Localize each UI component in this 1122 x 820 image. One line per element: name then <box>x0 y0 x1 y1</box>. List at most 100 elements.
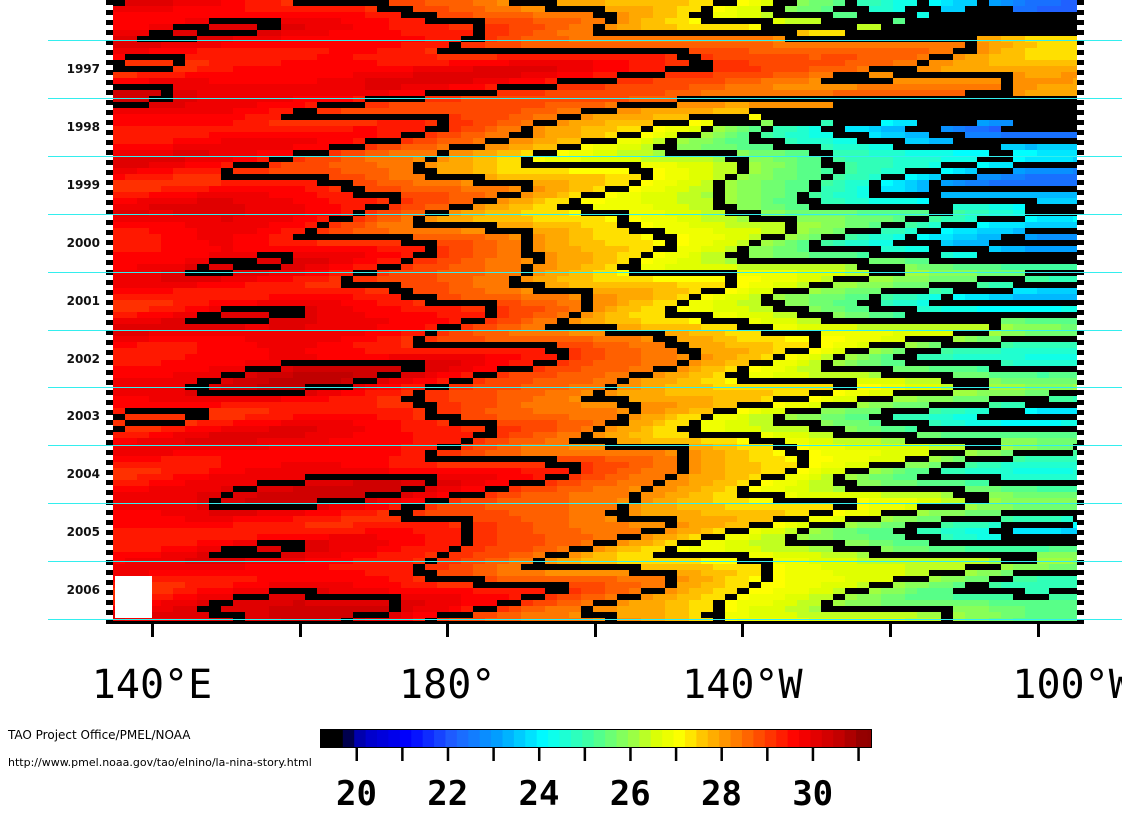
heatmap-cell <box>701 270 714 277</box>
heatmap-cell <box>833 102 846 109</box>
heatmap-cell <box>497 192 510 199</box>
heatmap-cell <box>905 18 918 25</box>
heatmap-cell <box>1025 282 1038 289</box>
heatmap-cell <box>905 168 918 175</box>
heatmap-cell <box>221 72 234 79</box>
heatmap-cell <box>137 330 150 337</box>
heatmap-cell <box>341 138 354 145</box>
heatmap-cell <box>881 66 894 73</box>
heatmap-cell <box>1037 6 1050 13</box>
heatmap-cell <box>473 78 486 85</box>
heatmap-cell <box>221 108 234 115</box>
heatmap-cell <box>449 270 462 277</box>
heatmap-cell <box>341 84 354 91</box>
heatmap-cell <box>857 318 870 325</box>
heatmap-cell <box>1049 252 1062 259</box>
heatmap-cell <box>521 156 534 163</box>
heatmap-cell <box>317 348 330 355</box>
heatmap-cell <box>389 312 402 319</box>
heatmap-cell <box>797 276 810 283</box>
heatmap-cell <box>605 156 618 163</box>
heatmap-cell <box>113 150 126 157</box>
heatmap-cell <box>413 342 426 349</box>
heatmap-cell <box>857 270 870 277</box>
heatmap-cell <box>533 168 546 175</box>
heatmap-cell <box>365 144 378 151</box>
heatmap-cell <box>161 258 174 265</box>
heatmap-cell <box>689 96 702 103</box>
heatmap-cell <box>473 264 486 271</box>
heatmap-cell <box>497 204 510 211</box>
heatmap-cell <box>977 90 990 97</box>
heatmap-cell <box>305 0 318 7</box>
heatmap-cell <box>329 276 342 283</box>
heatmap-cell <box>389 294 402 301</box>
heatmap-cell <box>941 168 954 175</box>
heatmap-cell <box>941 264 954 271</box>
heatmap-cell <box>965 312 978 319</box>
heatmap-cell <box>413 54 426 61</box>
heatmap-cell <box>293 12 306 19</box>
heatmap-cell <box>473 312 486 319</box>
heatmap-cell <box>833 168 846 175</box>
heatmap-cell <box>1001 132 1014 139</box>
heatmap-cell <box>689 348 702 355</box>
heatmap-cell <box>605 36 618 43</box>
heatmap-cell <box>653 234 666 241</box>
heatmap-cell <box>1001 48 1014 55</box>
heatmap-cell <box>461 348 474 355</box>
heatmap-cell <box>677 336 690 343</box>
heatmap-cell <box>245 150 258 157</box>
heatmap-cell <box>941 12 954 19</box>
heatmap-cell <box>1001 24 1014 31</box>
heatmap-cell <box>617 180 630 187</box>
heatmap-cell <box>893 354 906 361</box>
heatmap-cell <box>929 126 942 133</box>
heatmap-cell <box>281 24 294 31</box>
heatmap-cell <box>761 336 774 343</box>
heatmap-cell <box>389 300 402 307</box>
heatmap-cell <box>785 126 798 133</box>
heatmap-cell <box>641 216 654 223</box>
heatmap-cell <box>161 276 174 283</box>
heatmap-cell <box>1073 360 1077 367</box>
heatmap-cell <box>533 54 546 61</box>
heatmap-cell <box>845 162 858 169</box>
heatmap-cell <box>533 126 546 133</box>
heatmap-cell <box>449 294 462 301</box>
heatmap-cell <box>989 186 1002 193</box>
heatmap-cell <box>941 252 954 259</box>
heatmap-cell <box>737 168 750 175</box>
heatmap-cell <box>389 366 402 373</box>
heatmap-cell <box>617 96 630 103</box>
heatmap-cell <box>521 234 534 241</box>
heatmap-cell <box>269 156 282 163</box>
heatmap-cell <box>773 108 786 115</box>
heatmap-cell <box>797 54 810 61</box>
heatmap-cell <box>173 66 186 73</box>
heatmap-cell <box>821 270 834 277</box>
heatmap-cell <box>269 282 282 289</box>
heatmap-cell <box>953 42 966 49</box>
heatmap-cell <box>149 150 162 157</box>
heatmap-cell <box>761 24 774 31</box>
heatmap-cell <box>809 144 822 151</box>
heatmap-cell <box>497 6 510 13</box>
heatmap-cell <box>497 30 510 37</box>
heatmap-cell <box>701 0 714 7</box>
heatmap-cell <box>749 162 762 169</box>
heatmap-cell <box>881 360 894 367</box>
heatmap-cell <box>641 348 654 355</box>
heatmap-cell <box>581 312 594 319</box>
heatmap-cell <box>401 216 414 223</box>
heatmap-cell <box>521 24 534 31</box>
heatmap-cell <box>725 264 738 271</box>
heatmap-cell <box>809 174 822 181</box>
heatmap-cell <box>977 258 990 265</box>
heatmap-cell <box>677 144 690 151</box>
heatmap-cell <box>437 246 450 253</box>
heatmap-cell <box>809 168 822 175</box>
heatmap-cell <box>701 324 714 331</box>
heatmap-cell <box>137 198 150 205</box>
heatmap-cell <box>653 30 666 37</box>
